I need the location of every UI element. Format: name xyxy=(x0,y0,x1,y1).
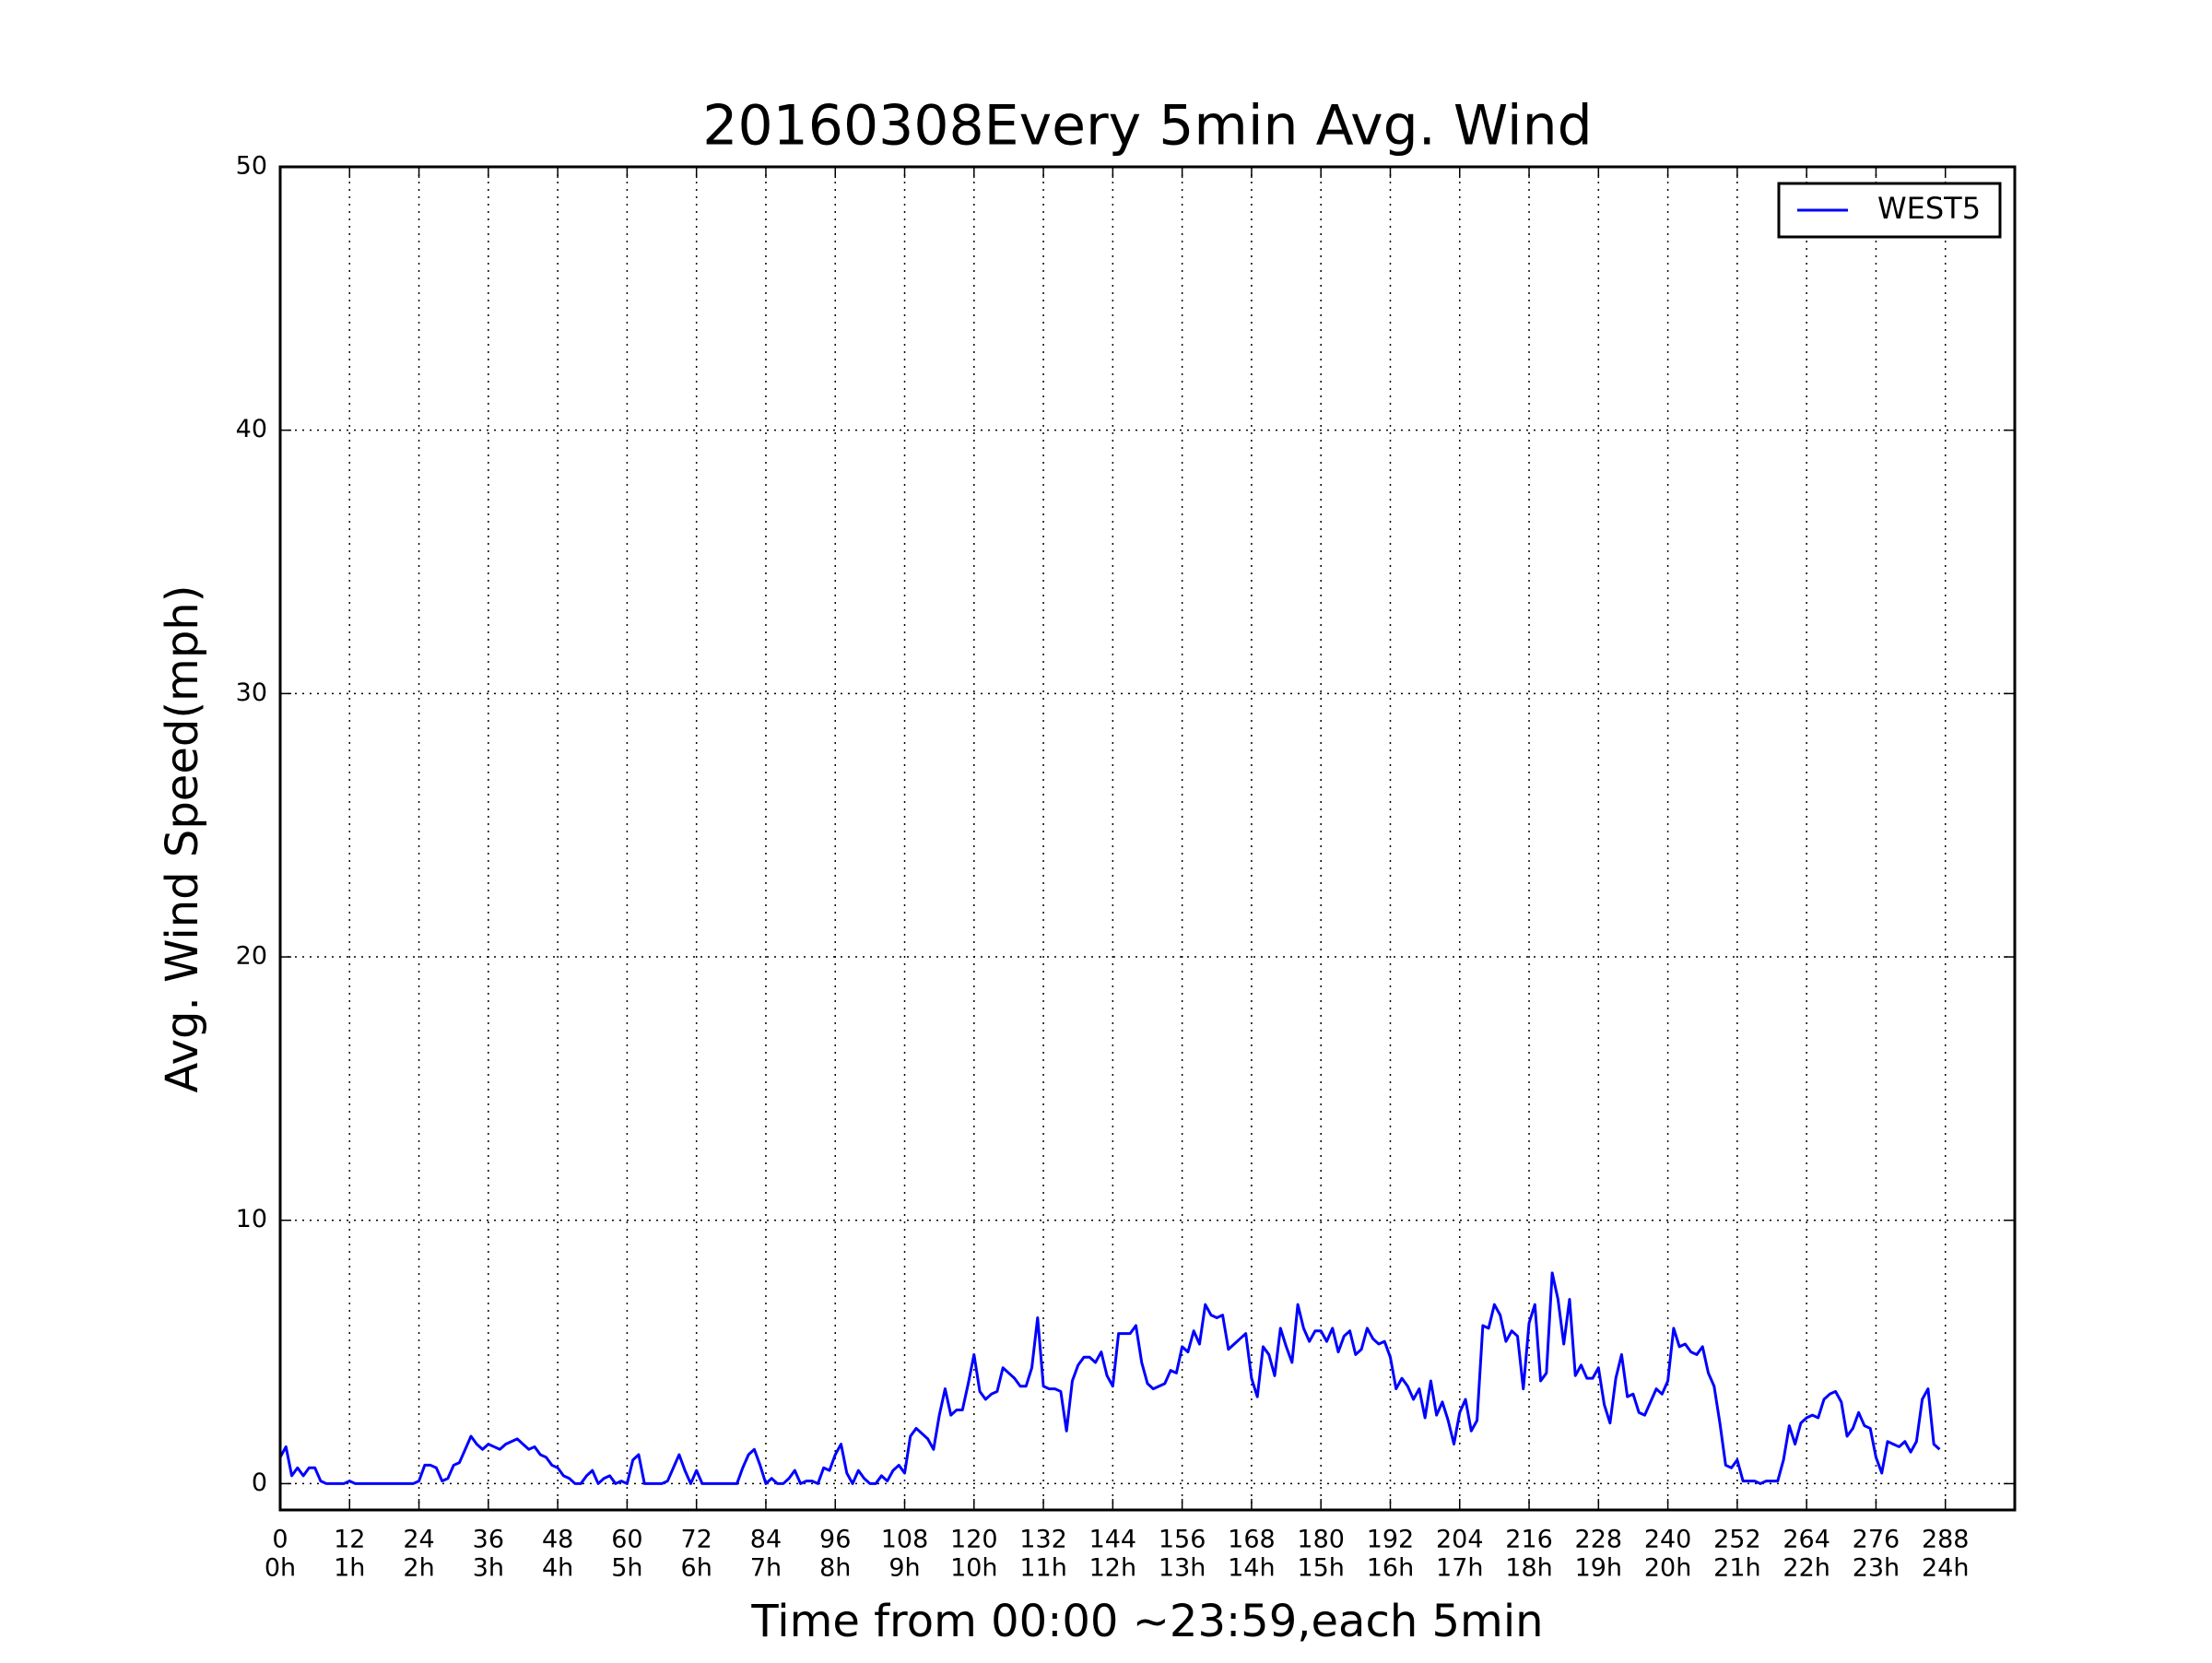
x-tick-sublabel: 20h xyxy=(1644,1554,1691,1583)
x-tick-sublabel: 24h xyxy=(1922,1554,1969,1583)
x-tick-label: 48 xyxy=(542,1526,573,1554)
x-tick-sublabel: 5h xyxy=(611,1554,642,1583)
y-tick-label: 10 xyxy=(236,1205,267,1233)
x-tick-label: 252 xyxy=(1713,1526,1761,1554)
x-tick-label: 276 xyxy=(1853,1526,1900,1554)
x-tick-sublabel: 7h xyxy=(750,1554,782,1583)
x-tick-label: 120 xyxy=(950,1526,998,1554)
x-axis-label: Time from 00:00 ~23:59,each 5min xyxy=(750,1596,1543,1647)
x-tick-label: 24 xyxy=(403,1526,434,1554)
x-tick-sublabel: 18h xyxy=(1505,1554,1552,1583)
x-tick-sublabel: 1h xyxy=(334,1554,365,1583)
x-tick-label: 192 xyxy=(1367,1526,1415,1554)
x-tick-label: 156 xyxy=(1159,1526,1206,1554)
x-tick-label: 264 xyxy=(1783,1526,1830,1554)
x-tick-label: 144 xyxy=(1089,1526,1137,1554)
x-tick-sublabel: 3h xyxy=(473,1554,504,1583)
x-tick-sublabel: 15h xyxy=(1297,1554,1344,1583)
x-tick-sublabel: 11h xyxy=(1019,1554,1066,1583)
x-tick-sublabel: 8h xyxy=(819,1554,851,1583)
x-tick-label: 168 xyxy=(1228,1526,1276,1554)
x-tick-sublabel: 22h xyxy=(1783,1554,1830,1583)
x-tick-label: 96 xyxy=(819,1526,851,1554)
x-tick-label: 204 xyxy=(1436,1526,1484,1554)
y-tick-label: 40 xyxy=(236,415,267,443)
x-tick-label: 228 xyxy=(1575,1526,1623,1554)
x-tick-sublabel: 21h xyxy=(1713,1554,1760,1583)
x-tick-sublabel: 4h xyxy=(542,1554,573,1583)
x-tick-sublabel: 14h xyxy=(1228,1554,1275,1583)
x-tick-label: 240 xyxy=(1644,1526,1692,1554)
x-tick-sublabel: 6h xyxy=(681,1554,712,1583)
y-tick-label: 0 xyxy=(252,1468,267,1497)
x-tick-sublabel: 19h xyxy=(1575,1554,1622,1583)
x-tick-sublabel: 17h xyxy=(1436,1554,1483,1583)
x-tick-label: 60 xyxy=(611,1526,642,1554)
x-tick-label: 180 xyxy=(1297,1526,1345,1554)
x-tick-label: 132 xyxy=(1019,1526,1067,1554)
legend-label: WEST5 xyxy=(1877,191,1981,226)
x-tick-label: 288 xyxy=(1922,1526,1970,1554)
x-tick-label: 72 xyxy=(681,1526,712,1554)
x-tick-sublabel: 12h xyxy=(1089,1554,1136,1583)
y-tick-label: 50 xyxy=(236,152,267,181)
x-tick-sublabel: 23h xyxy=(1853,1554,1900,1583)
chart-title: 20160308Every 5min Avg. Wind xyxy=(702,94,1592,159)
x-tick-label: 84 xyxy=(750,1526,782,1554)
x-tick-label: 0 xyxy=(272,1526,288,1554)
y-tick-label: 20 xyxy=(236,942,267,971)
x-tick-sublabel: 0h xyxy=(265,1554,296,1583)
x-tick-sublabel: 10h xyxy=(950,1554,997,1583)
data-line xyxy=(278,1271,1941,1485)
y-axis-label: Avg. Wind Speed(mph) xyxy=(157,585,208,1093)
x-tick-sublabel: 13h xyxy=(1159,1554,1206,1583)
x-tick-label: 108 xyxy=(881,1526,929,1554)
y-tick-label: 30 xyxy=(236,678,267,707)
x-tick-sublabel: 2h xyxy=(403,1554,434,1583)
x-tick-label: 12 xyxy=(334,1526,365,1554)
x-tick-sublabel: 9h xyxy=(888,1554,920,1583)
x-tick-sublabel: 16h xyxy=(1367,1554,1414,1583)
x-tick-label: 36 xyxy=(473,1526,504,1554)
x-tick-label: 216 xyxy=(1505,1526,1553,1554)
plot-frame xyxy=(278,165,2017,1512)
